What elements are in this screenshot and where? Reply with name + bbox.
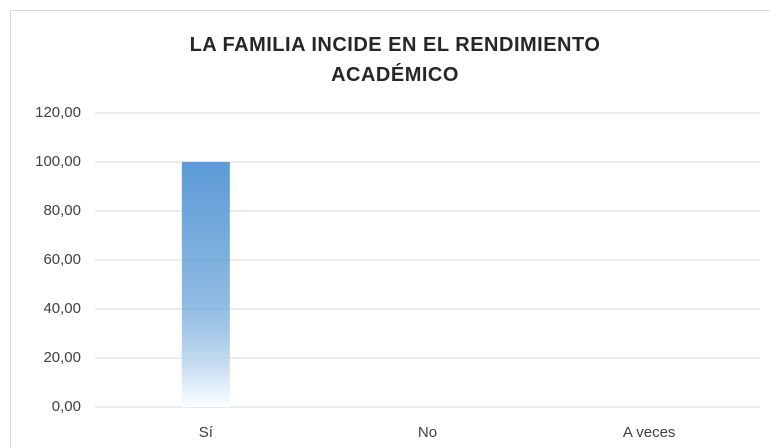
chart-title: LA FAMILIA INCIDE EN EL RENDIMIENTO ACAD… xyxy=(189,34,601,86)
y-tick-label: 40,00 xyxy=(43,300,81,317)
chart-border xyxy=(10,10,770,448)
bar xyxy=(181,162,230,407)
x-tick-label: No xyxy=(418,424,437,441)
y-tick-label: 60,00 xyxy=(43,251,81,268)
y-tick-label: 20,00 xyxy=(43,349,81,366)
y-tick-label: 80,00 xyxy=(43,202,81,219)
y-tick-label: 100,00 xyxy=(35,153,81,170)
y-tick-label: 120,00 xyxy=(35,104,81,121)
y-tick-label: 0,00 xyxy=(52,398,81,415)
x-tick-label: A veces xyxy=(623,424,676,441)
x-tick-label: Sí xyxy=(199,424,214,441)
